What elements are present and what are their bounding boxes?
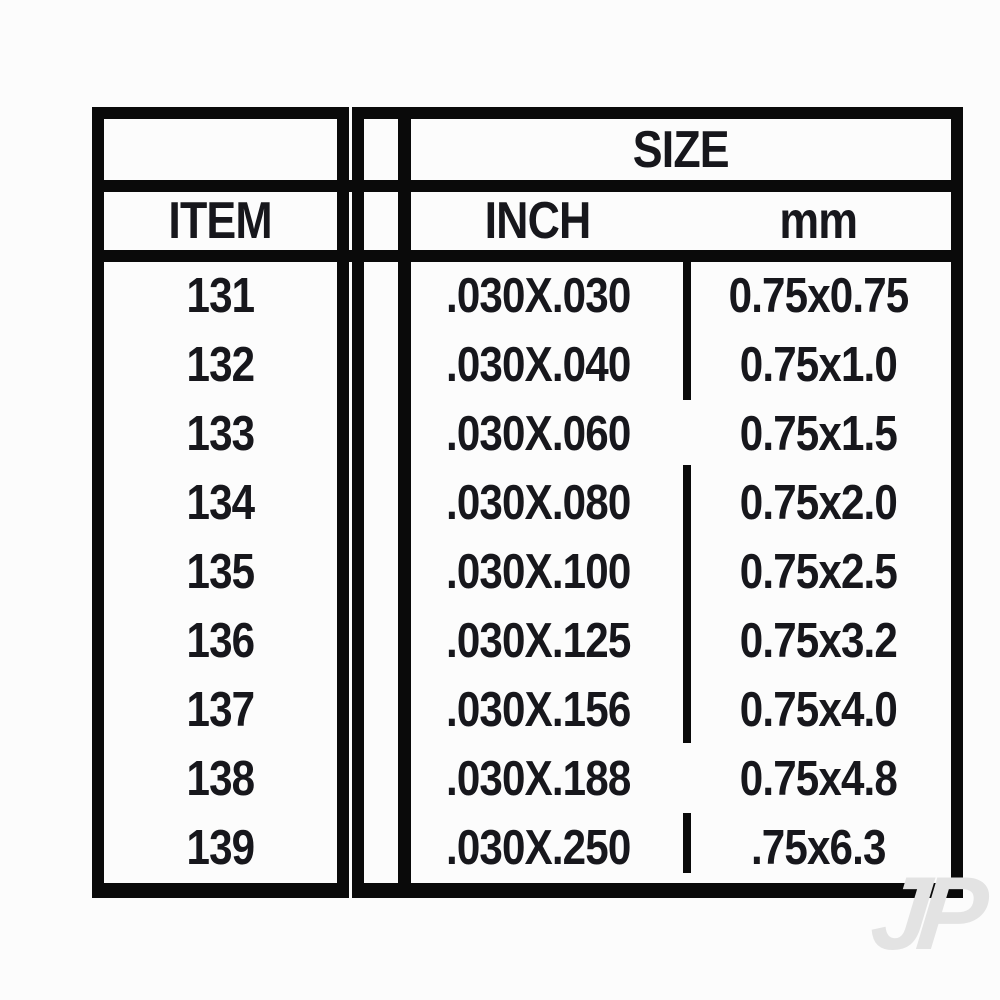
mm-value: 0.75x1.5 (739, 407, 897, 462)
inch-header: INCH (399, 192, 677, 250)
mm-cell: 0.75x1.0 (685, 331, 951, 400)
size-header: SIZE (411, 119, 951, 180)
item-cell: 132 (104, 331, 337, 400)
mm-value: 0.75x2.0 (739, 476, 897, 531)
inch-mm-divider-segment (683, 262, 691, 400)
item-cell: 139 (104, 813, 337, 882)
inch-cell: .030X.100 (399, 538, 677, 607)
header-rule-under-columns (92, 250, 963, 262)
inch-cell: .030X.080 (399, 469, 677, 538)
item-value: 137 (186, 682, 256, 737)
mm-cell: 0.75x4.0 (685, 675, 951, 744)
inch-value: .030X.060 (445, 407, 631, 462)
item-column-box (92, 107, 349, 898)
inch-cell: .030X.125 (399, 606, 677, 675)
inch-value: .030X.030 (445, 269, 631, 324)
inch-cell: .030X.040 (399, 331, 677, 400)
inch-value: .030X.188 (445, 751, 631, 806)
inch-value: .030X.156 (445, 682, 631, 737)
inch-mm-divider-segment (683, 465, 691, 743)
inch-cell: .030X.156 (399, 675, 677, 744)
inch-cell: .030X.250 (399, 813, 677, 882)
item-value: 135 (186, 545, 256, 599)
mm-cell: 0.75x2.5 (685, 538, 951, 607)
item-value: 133 (186, 407, 256, 462)
item-cell: 134 (104, 469, 337, 538)
mm-cell: 0.75x2.0 (685, 469, 951, 538)
item-cell: 131 (104, 262, 337, 331)
item-value: 131 (186, 269, 256, 324)
mm-value: 0.75x3.2 (739, 613, 897, 668)
inch-value: .030X.100 (445, 545, 631, 599)
item-cell: 136 (104, 606, 337, 675)
inch-value: .030X.080 (445, 476, 631, 531)
item-header-label: ITEM (168, 192, 273, 250)
inch-value: .030X.040 (445, 338, 631, 393)
mm-cell: 0.75x4.8 (685, 744, 951, 813)
mm-value: 0.75x2.5 (739, 545, 897, 599)
mm-cell: 0.75x0.75 (685, 262, 951, 331)
inch-value: .030X.125 (445, 613, 631, 668)
item-cell: 133 (104, 400, 337, 469)
mm-cell: .75x6.3 (685, 813, 951, 882)
size-column-box (399, 107, 963, 898)
item-cell: 135 (104, 538, 337, 607)
mm-value: .75x6.3 (750, 820, 886, 875)
item-column: 131 132 133 134 135 136 137 138 139 (104, 262, 337, 882)
mm-value: 0.75x4.0 (739, 682, 897, 737)
size-header-label: SIZE (633, 120, 730, 179)
inch-cell: .030X.060 (399, 400, 677, 469)
mm-header-label: mm (779, 192, 858, 250)
mm-value: 0.75x1.0 (739, 338, 897, 393)
mm-value: 0.75x4.8 (739, 751, 897, 806)
jp-watermark: JP (865, 856, 982, 972)
mm-cell: 0.75x1.5 (685, 400, 951, 469)
item-cell: 138 (104, 744, 337, 813)
inch-cell: .030X.188 (399, 744, 677, 813)
header-rule-under-size (92, 180, 963, 192)
mm-header: mm (685, 192, 951, 250)
item-value: 136 (186, 613, 256, 668)
item-value: 134 (186, 476, 256, 531)
item-header: ITEM (104, 192, 337, 250)
inch-header-label: INCH (485, 192, 592, 250)
mm-value: 0.75x0.75 (728, 269, 909, 324)
inch-value: .030X.250 (445, 820, 631, 875)
mm-column: 0.75x0.75 0.75x1.0 0.75x1.5 0.75x2.0 0.7… (685, 262, 951, 882)
item-cell: 137 (104, 675, 337, 744)
inch-mm-divider-segment (683, 813, 691, 873)
inch-column: .030X.030 .030X.040 .030X.060 .030X.080 … (399, 262, 677, 882)
inch-cell: .030X.030 (399, 262, 677, 331)
item-value: 139 (186, 820, 256, 875)
item-value: 138 (186, 751, 256, 806)
item-value: 132 (186, 338, 256, 393)
mm-cell: 0.75x3.2 (685, 606, 951, 675)
